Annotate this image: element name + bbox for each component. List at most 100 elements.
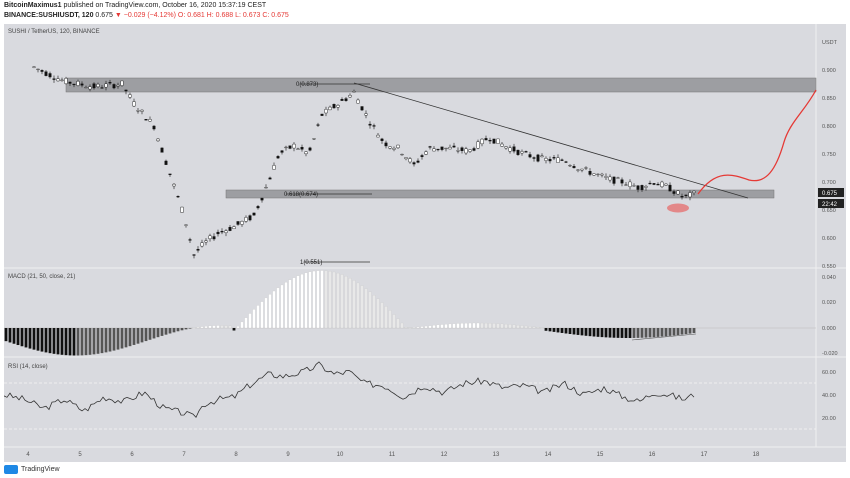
macd-bar <box>152 328 156 339</box>
time-tick: 17 <box>701 452 708 458</box>
macd-bar <box>648 328 652 338</box>
candle-body <box>520 151 524 154</box>
macd-bar <box>344 276 348 329</box>
macd-bar <box>76 328 80 356</box>
macd-label: MACD (21, 50, close, 21) <box>8 274 75 280</box>
macd-bar <box>688 328 692 334</box>
candle-body <box>188 239 192 241</box>
macd-bar <box>372 295 376 329</box>
candle-body <box>504 146 508 149</box>
candle-body <box>636 185 640 190</box>
candle-body <box>432 148 436 152</box>
candle-body <box>528 154 532 158</box>
macd-bar <box>184 328 188 330</box>
candle-body <box>128 94 132 98</box>
author-name[interactable]: BitcoinMaximus1 <box>4 2 62 9</box>
candle-body <box>620 179 624 184</box>
macd-bar <box>208 325 212 329</box>
support-band <box>225 189 775 199</box>
candle-body <box>308 147 312 151</box>
candle-body <box>300 147 304 150</box>
macd-bar <box>536 327 540 329</box>
price-tick: 0.600 <box>822 236 836 242</box>
macd-bar <box>260 301 264 329</box>
candle-body <box>532 157 536 159</box>
candle-body <box>112 84 116 89</box>
candle-body <box>376 134 380 138</box>
macd-bar <box>448 323 452 329</box>
candle-body <box>164 160 168 165</box>
candle-body <box>536 154 540 162</box>
time-tick: 8 <box>234 452 238 458</box>
macd-bar <box>408 327 412 329</box>
macd-bar <box>56 328 60 355</box>
macd-bar <box>360 285 364 329</box>
macd-bar <box>84 328 88 356</box>
macd-bar <box>216 325 220 329</box>
macd-bar <box>288 279 292 329</box>
candle-body <box>660 181 664 188</box>
tradingview-logo[interactable]: TradingView <box>4 465 60 474</box>
macd-bar <box>72 328 76 356</box>
time-tag-label: 22:42 <box>822 202 838 208</box>
price-axis[interactable]: 0.900 0.850 0.800 0.750 0.700 0.650 0.600 0.550 <box>822 68 836 270</box>
candle-body <box>332 104 336 109</box>
macd-bar <box>352 280 356 329</box>
chart-area[interactable]: SUSHI / TetherUS, 120, BINANCE 0(0.873) … <box>3 24 846 462</box>
time-axis[interactable]: 4 5 6 7 8 9 10 11 12 13 14 15 16 17 18 <box>26 452 760 458</box>
macd-bar <box>460 323 464 329</box>
candle-body <box>276 156 280 159</box>
macd-bar <box>240 321 244 329</box>
time-tick: 9 <box>286 452 290 458</box>
time-tick: 7 <box>182 452 186 458</box>
candle-body <box>284 146 288 149</box>
price-tick: 0.750 <box>822 152 836 158</box>
macd-bar <box>680 328 684 335</box>
candle-body <box>288 145 292 149</box>
macd-bar <box>692 328 696 334</box>
rsi-tick-0: 60.00 <box>822 370 836 376</box>
macd-bar <box>280 284 284 329</box>
candle-body <box>152 125 156 130</box>
macd-bar <box>404 327 408 329</box>
macd-bar <box>664 328 668 337</box>
candle-body <box>360 106 364 111</box>
candle-body <box>592 173 596 176</box>
candle-body <box>348 95 352 98</box>
macd-bar <box>44 328 48 353</box>
candle-body <box>268 177 272 180</box>
candle-body <box>576 169 580 171</box>
candle-body <box>176 196 180 198</box>
macd-bar <box>616 328 620 338</box>
macd-bar <box>556 328 560 333</box>
candle-body <box>296 148 300 150</box>
macd-bar <box>388 310 392 329</box>
macd-bar <box>596 328 600 337</box>
price-tick: 0.900 <box>822 68 836 74</box>
macd-bar <box>564 328 568 334</box>
macd-bar <box>328 271 332 329</box>
macd-bar <box>600 328 604 338</box>
candle-body <box>100 87 104 89</box>
macd-bar <box>412 327 416 329</box>
macd-bar <box>624 328 628 338</box>
macd-bar <box>676 328 680 336</box>
candle-body <box>420 155 424 157</box>
macd-histogram <box>4 270 816 356</box>
macd-bar <box>604 328 608 338</box>
macd-bar <box>268 294 272 329</box>
candle-body <box>248 215 252 221</box>
candle-body <box>656 183 660 186</box>
time-tick: 11 <box>389 452 396 458</box>
candle-body <box>52 78 56 80</box>
macd-bar <box>40 328 44 352</box>
macd-bar <box>620 328 624 338</box>
candle-body <box>512 146 516 152</box>
macd-bar <box>652 328 656 338</box>
macd-bar <box>8 328 12 343</box>
candle-body <box>340 99 344 101</box>
macd-bar <box>420 326 424 329</box>
candle-body <box>312 138 316 140</box>
footer: TradingView <box>0 462 850 478</box>
macd-bar <box>156 328 160 338</box>
